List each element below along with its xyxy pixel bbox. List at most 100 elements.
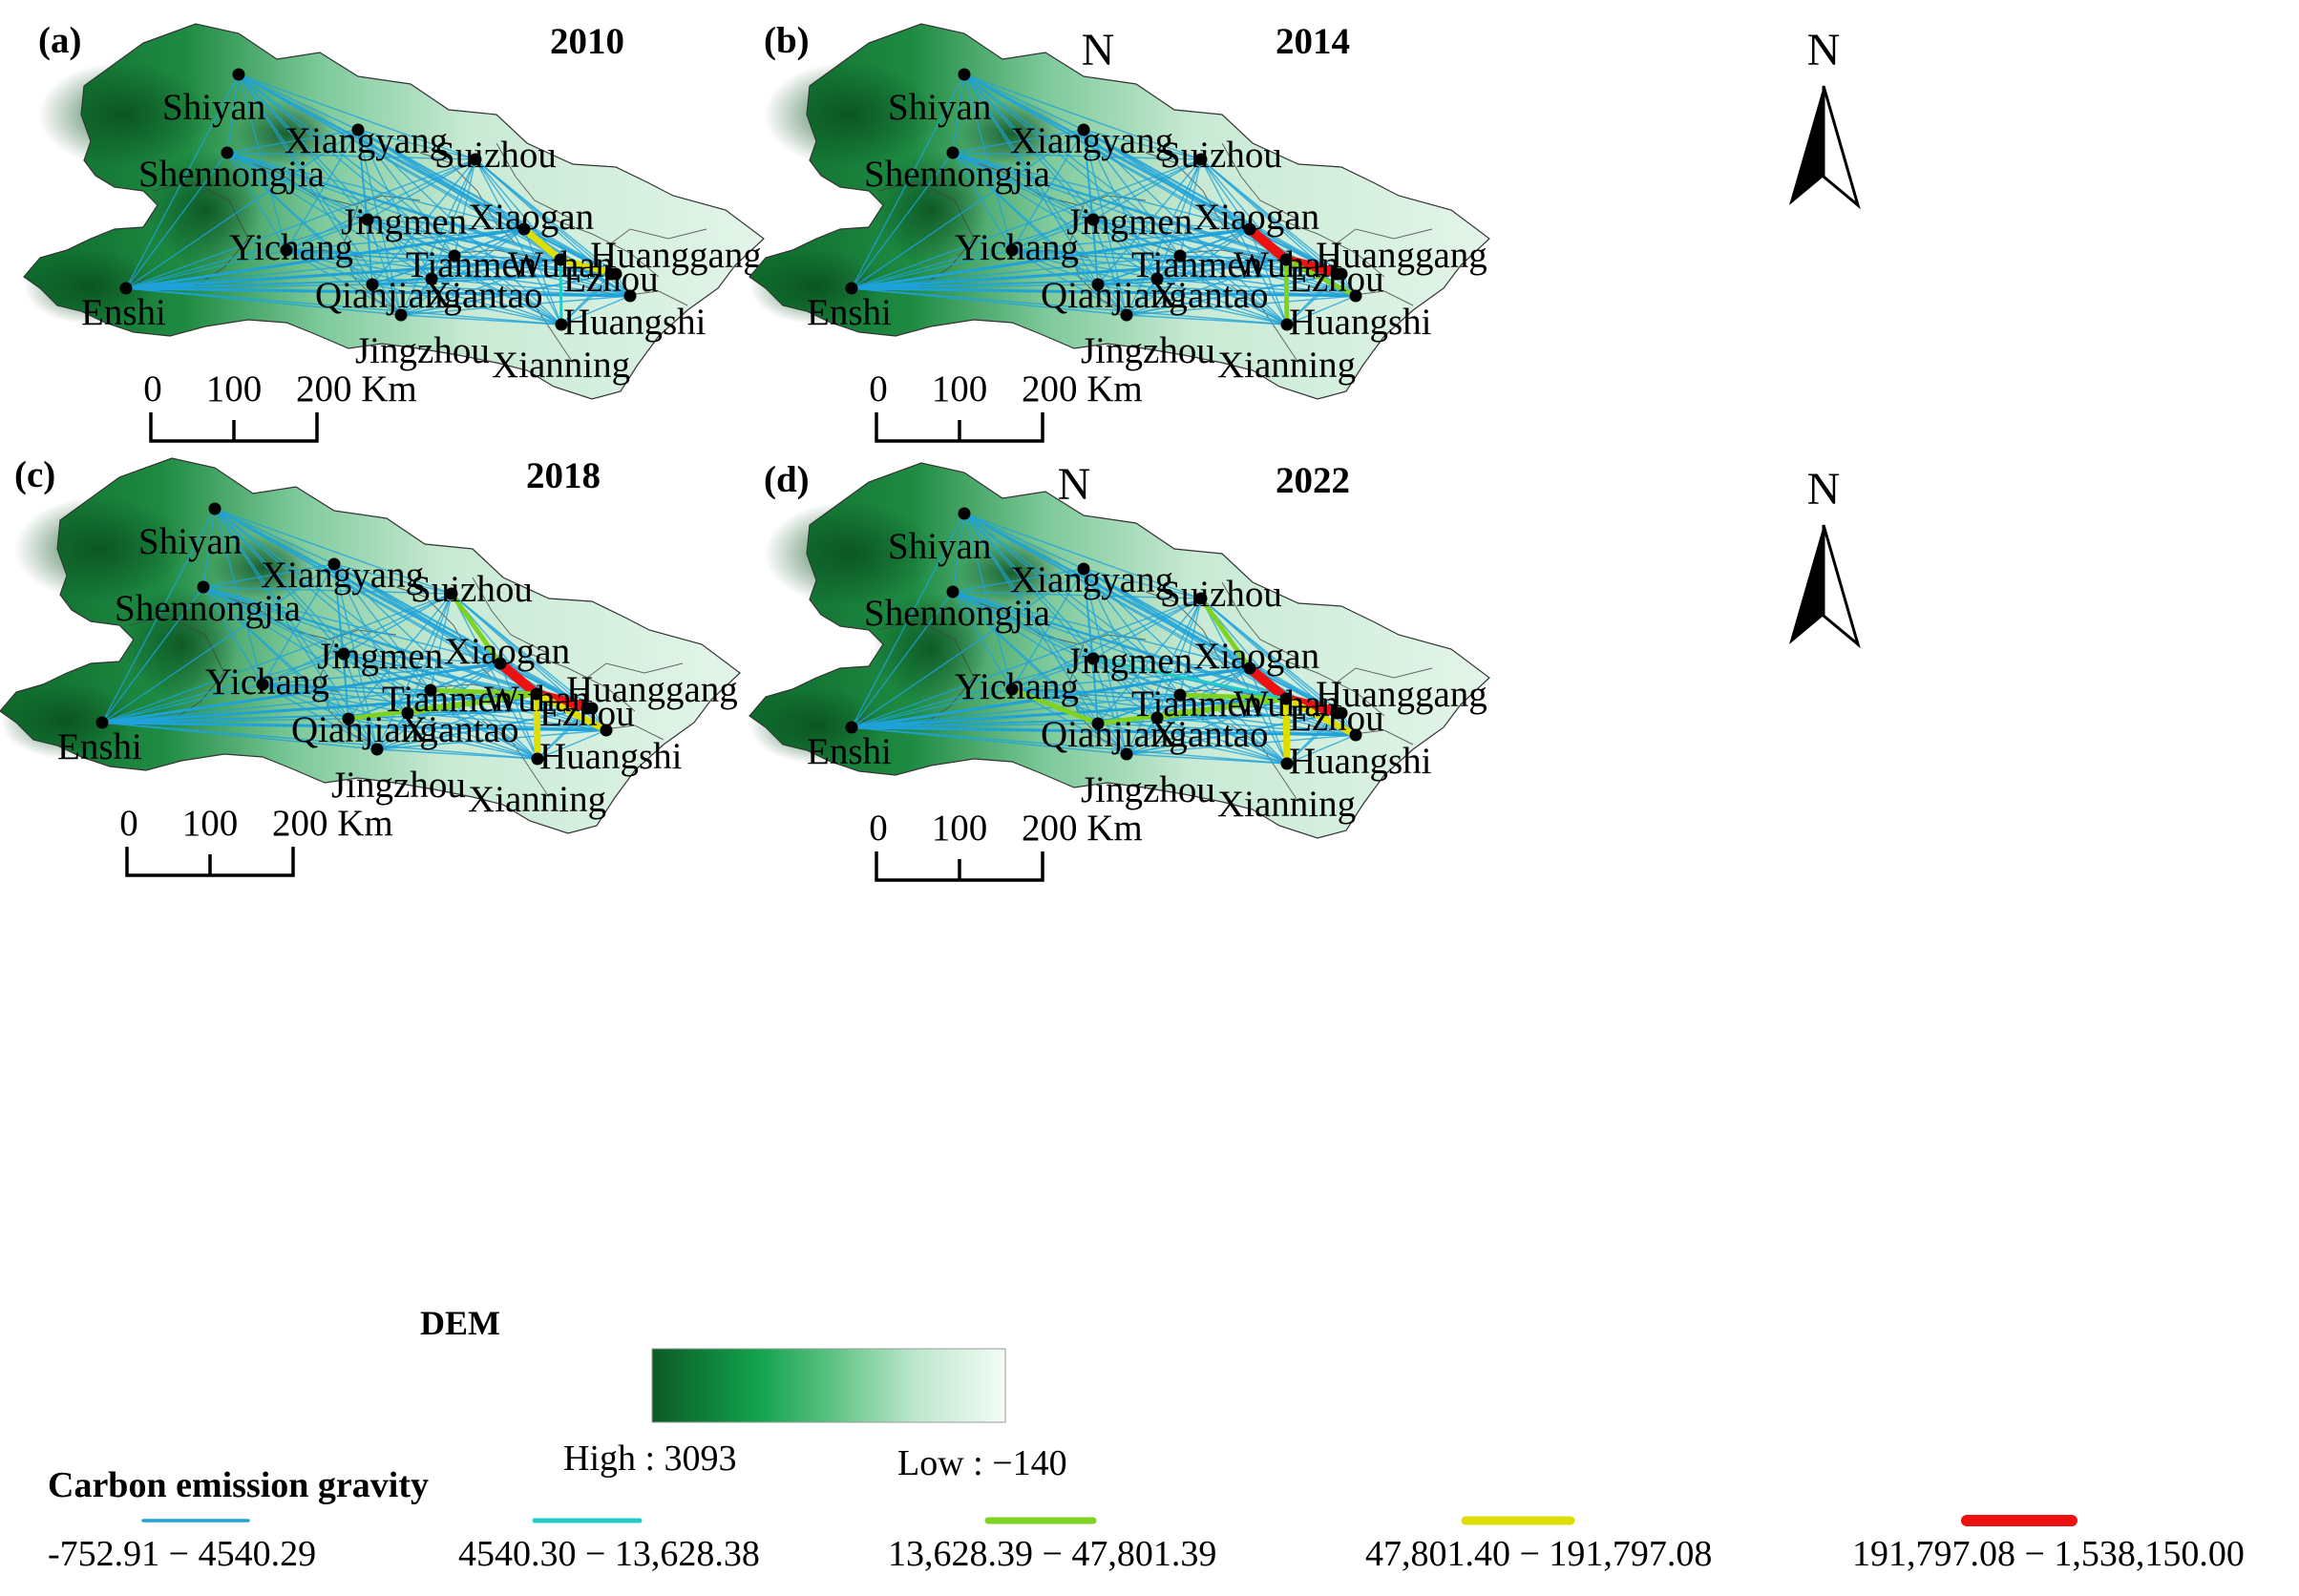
gravity-link-strong [1282, 695, 1291, 767]
gravity-link-weak [451, 593, 538, 760]
city-label: Shennongjia [864, 593, 1050, 634]
city-label: Qianjiang [315, 275, 462, 316]
prefecture-border [558, 720, 664, 741]
north-arrow-left [1789, 525, 1824, 644]
gravity-link-weak [407, 712, 538, 760]
gravity-link-weak [238, 74, 562, 326]
gravity-link-weak [101, 563, 335, 724]
gravity-link-weak [202, 586, 501, 664]
gravity-link-weak [357, 129, 617, 275]
gravity-class-label-4: 47,801.40 − 191,797.08 [1365, 1534, 1712, 1574]
gravity-link-weak [851, 694, 1181, 728]
gravity-link-weak [1126, 734, 1357, 755]
prefecture-border [233, 157, 421, 206]
gravity-link-weak [125, 152, 228, 289]
city-point [95, 716, 109, 729]
city-point [1243, 222, 1256, 236]
city-point [256, 678, 269, 691]
city-point [1086, 213, 1100, 226]
gravity-link-weak [125, 158, 476, 289]
scale-tick-0: 0 [869, 808, 888, 849]
gravity-link-strong [449, 591, 503, 666]
gravity-link-weak [238, 74, 373, 285]
city-point [337, 647, 350, 661]
gravity-link-weak [537, 729, 607, 760]
city-point [1091, 717, 1105, 730]
gravity-link-weak [851, 568, 1085, 728]
gravity-link-weak [125, 286, 631, 298]
city-label: Ezhou [1289, 259, 1384, 300]
gravity-link-weak [523, 228, 617, 275]
city-label: Shennongjia [115, 588, 301, 629]
gravity-link-strong [1198, 596, 1253, 671]
gravity-link-weak [1286, 295, 1357, 326]
city-point [946, 585, 960, 598]
gravity-link-weak [1126, 717, 1158, 755]
gravity-link-weak [851, 152, 954, 289]
gravity-link-weak [851, 287, 1288, 326]
gravity-link-weak [1011, 658, 1094, 690]
gravity-link-weak [952, 74, 965, 154]
scale-tick-0: 0 [143, 368, 162, 410]
north-arrow-icon: N [1789, 25, 1861, 210]
city-label: Suizhou [434, 135, 557, 176]
city-point [1280, 757, 1294, 770]
gravity-link-weak [963, 513, 1099, 724]
city-point [1077, 123, 1090, 136]
gravity-link-weak [1126, 698, 1287, 755]
city-point [531, 752, 544, 766]
north-label: N [1058, 459, 1091, 510]
gravity-link-weak [125, 255, 455, 289]
gravity-link-strong [533, 690, 610, 734]
gravity-link-weak [952, 152, 1202, 160]
gravity-link-weak [214, 508, 432, 691]
panel-label: (c) [14, 454, 55, 495]
gravity-link-weak [1011, 219, 1094, 251]
city-label: Jingzhou [1081, 330, 1215, 371]
gravity-link-weak [952, 568, 1085, 593]
gravity-link-weak [851, 513, 965, 728]
city-label: Shiyan [162, 87, 265, 128]
gravity-link-weak [1011, 568, 1085, 690]
gravity-link-weak [1011, 129, 1085, 251]
gravity-link-weak [238, 74, 432, 280]
city-point [1335, 267, 1348, 281]
city-label: Xiaogan [1193, 636, 1319, 677]
dem-high-label: High : 3093 [563, 1438, 737, 1479]
city-point [1091, 278, 1105, 291]
scale-tick-100: 100 [932, 808, 988, 849]
city-point [424, 683, 437, 697]
gravity-link-weak [238, 74, 476, 160]
prefecture-border [1336, 667, 1433, 683]
city-label: Suizhou [411, 569, 533, 610]
gravity-link-strong [1177, 692, 1289, 702]
gravity-link-strong [1245, 224, 1291, 264]
gravity-link-weak [1179, 255, 1287, 261]
gravity-link-weak [851, 688, 1013, 728]
city-label: Wuhan [484, 679, 590, 720]
gravity-link-weak [851, 725, 1357, 737]
city-point [448, 249, 461, 262]
gravity-link-weak [1200, 158, 1251, 230]
gravity-link-weak [262, 653, 345, 685]
city-label: Jingzhou [355, 330, 490, 371]
gravity-link-weak [1097, 723, 1128, 755]
city-point [958, 68, 971, 81]
gravity-link-weak [367, 219, 525, 230]
gravity-class-label-3: 13,628.39 − 47,801.39 [888, 1534, 1216, 1574]
prefecture-border [209, 591, 397, 640]
city-label: Enshi [807, 731, 892, 772]
prefecture-border [854, 620, 975, 731]
gravity-link-weak [851, 255, 1181, 289]
gravity-link-strong [1283, 257, 1359, 299]
gravity-link-weak [1200, 598, 1342, 714]
gravity-link-weak [851, 591, 954, 728]
city-label: Jingmen [1066, 640, 1192, 682]
gravity-link-weak [1092, 658, 1181, 696]
gravity-link-weak [851, 598, 1202, 728]
gravity-link-weak [348, 718, 378, 750]
scale-bar: 0 100 200 Km [869, 368, 1143, 443]
gravity-link-weak [952, 591, 1288, 765]
gravity-class-label-5: 191,797.08 − 1,538,150.00 [1852, 1534, 2245, 1574]
